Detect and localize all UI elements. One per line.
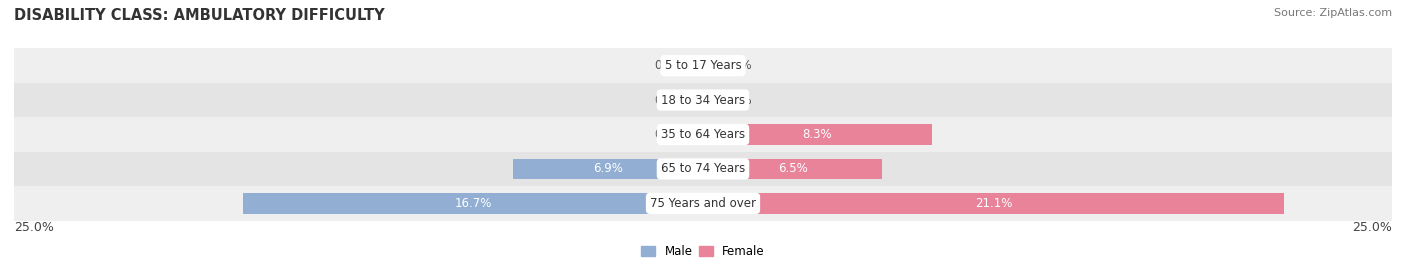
- Bar: [14, 186, 1392, 221]
- Text: 18 to 34 Years: 18 to 34 Years: [661, 94, 745, 107]
- Legend: Male, Female: Male, Female: [637, 240, 769, 263]
- Text: 6.9%: 6.9%: [593, 162, 623, 175]
- Text: 0.0%: 0.0%: [654, 94, 683, 107]
- Text: DISABILITY CLASS: AMBULATORY DIFFICULTY: DISABILITY CLASS: AMBULATORY DIFFICULTY: [14, 8, 385, 23]
- Text: 65 to 74 Years: 65 to 74 Years: [661, 162, 745, 175]
- Bar: [14, 83, 1392, 117]
- Bar: [14, 48, 1392, 83]
- Text: 0.0%: 0.0%: [723, 59, 752, 72]
- Text: 6.5%: 6.5%: [778, 162, 807, 175]
- Text: 0.0%: 0.0%: [654, 128, 683, 141]
- Bar: [703, 124, 932, 145]
- Bar: [14, 152, 1392, 186]
- Text: 5 to 17 Years: 5 to 17 Years: [665, 59, 741, 72]
- Bar: [14, 117, 1392, 152]
- Text: 21.1%: 21.1%: [974, 197, 1012, 210]
- Bar: [513, 159, 703, 179]
- Bar: [703, 193, 1285, 214]
- Text: 35 to 64 Years: 35 to 64 Years: [661, 128, 745, 141]
- Bar: [695, 124, 703, 145]
- Bar: [703, 55, 711, 76]
- Text: 8.3%: 8.3%: [803, 128, 832, 141]
- Bar: [695, 55, 703, 76]
- Bar: [703, 159, 882, 179]
- Bar: [695, 90, 703, 110]
- Text: 25.0%: 25.0%: [1353, 221, 1392, 233]
- Bar: [703, 90, 711, 110]
- Text: 0.0%: 0.0%: [723, 94, 752, 107]
- Text: Source: ZipAtlas.com: Source: ZipAtlas.com: [1274, 8, 1392, 18]
- Text: 25.0%: 25.0%: [14, 221, 53, 233]
- Text: 0.0%: 0.0%: [654, 59, 683, 72]
- Bar: [243, 193, 703, 214]
- Text: 75 Years and over: 75 Years and over: [650, 197, 756, 210]
- Text: 16.7%: 16.7%: [454, 197, 492, 210]
